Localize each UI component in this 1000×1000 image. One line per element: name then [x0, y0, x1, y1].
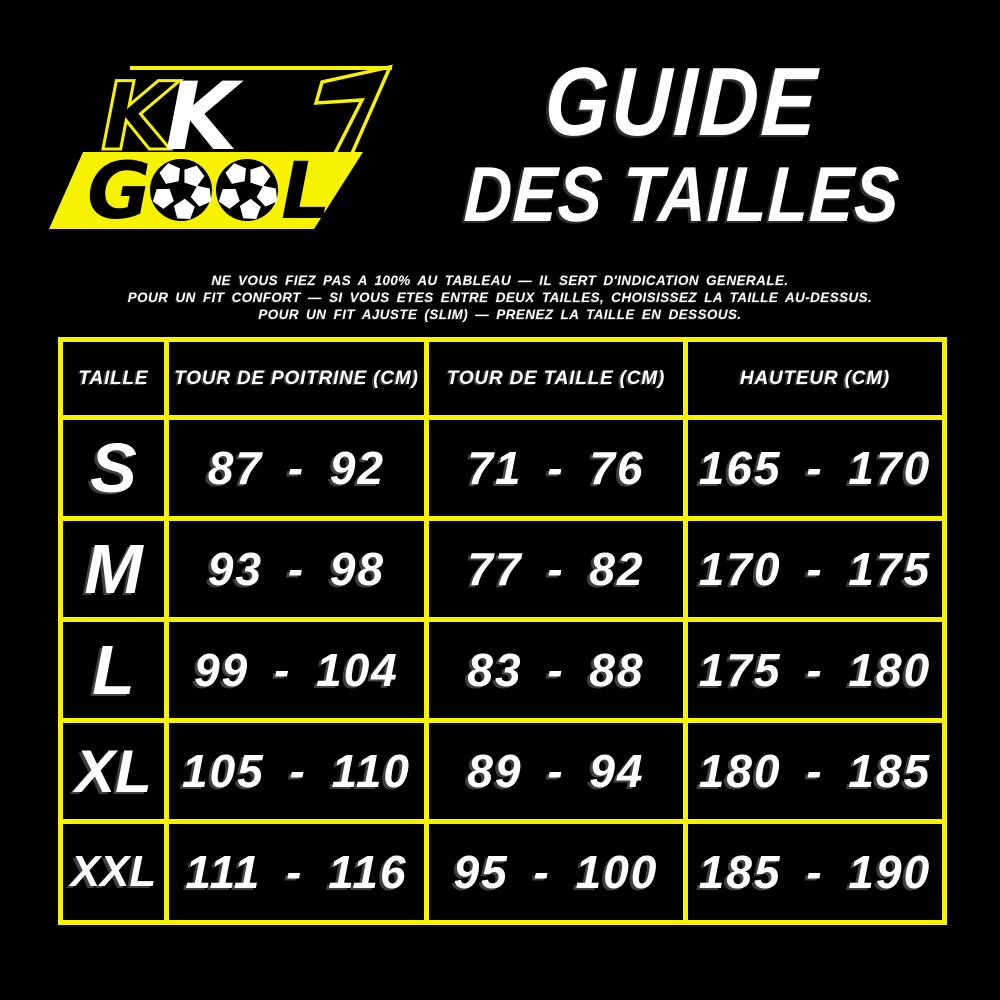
height-cell: 165 - 170: [683, 415, 947, 521]
waist-cell: 83 - 88: [424, 617, 688, 723]
brand-logo: K K G L: [49, 62, 393, 237]
disclaimer-line-2: POUR UN FIT CONFORT — SI VOUS ETES ENTRE…: [127, 290, 873, 305]
waist-cell: 77 - 82: [424, 516, 688, 622]
table-row: L 99 - 104 83 - 88 175 - 180: [58, 617, 947, 723]
header-height: HAUTEUR (CM): [683, 337, 947, 420]
height-cell: 180 - 185: [683, 718, 947, 824]
soccer-ball-icon: [148, 159, 217, 221]
chest-cell: 99 - 104: [164, 617, 429, 723]
disclaimer-line-1: NE VOUS FIEZ PAS A 100% AU TABLEAU — IL …: [211, 273, 789, 288]
height-cell: 185 - 190: [683, 819, 947, 925]
disclaimer-line-3: POUR UN FIT AJUSTE (SLIM) — PRENEZ LA TA…: [258, 307, 742, 322]
waist-cell: 71 - 76: [424, 415, 688, 521]
chest-cell: 87 - 92: [164, 415, 429, 521]
size-cell: L: [58, 617, 169, 723]
table-row: XXL 111 - 116 95 - 100 185 - 190: [58, 819, 947, 925]
table-row: XL 105 - 110 89 - 94 180 - 185: [58, 718, 947, 824]
soccer-ball-icon: [214, 159, 283, 221]
chest-cell: 93 - 98: [164, 516, 429, 622]
waist-cell: 89 - 94: [424, 718, 688, 824]
disclaimer-text: NE VOUS FIEZ PAS A 100% AU TABLEAU — IL …: [0, 272, 1000, 323]
size-cell: XL: [58, 718, 169, 824]
size-cell: XXL: [58, 819, 169, 925]
waist-cell: 95 - 100: [424, 819, 688, 925]
page-title: GUIDE DES TAILLES: [402, 47, 962, 238]
title-line-2: DES TAILLES: [462, 150, 902, 238]
logo-top-panel: [98, 68, 390, 152]
height-cell: 175 - 180: [683, 617, 947, 723]
logo-letter-l: L: [281, 147, 331, 237]
height-cell: 170 - 175: [683, 516, 947, 622]
title-line-1: GUIDE: [542, 47, 822, 156]
chest-cell: 105 - 110: [164, 718, 429, 824]
size-cell: M: [58, 516, 169, 622]
table-header-row: TAILLE TOUR DE POITRINE (CM) TOUR DE TAI…: [58, 337, 947, 420]
size-cell: S: [58, 415, 169, 521]
header-taille: TAILLE: [58, 337, 169, 420]
size-table: TAILLE TOUR DE POITRINE (CM) TOUR DE TAI…: [58, 337, 947, 925]
header-chest: TOUR DE POITRINE (CM): [164, 337, 429, 420]
chest-cell: 111 - 116: [164, 819, 429, 925]
table-row: M 93 - 98 77 - 82 170 - 175: [58, 516, 947, 622]
table-row: S 87 - 92 71 - 76 165 - 170: [58, 415, 947, 521]
header-waist: TOUR DE TAILLE (CM): [424, 337, 688, 420]
logo-letter-g: G: [87, 147, 151, 237]
